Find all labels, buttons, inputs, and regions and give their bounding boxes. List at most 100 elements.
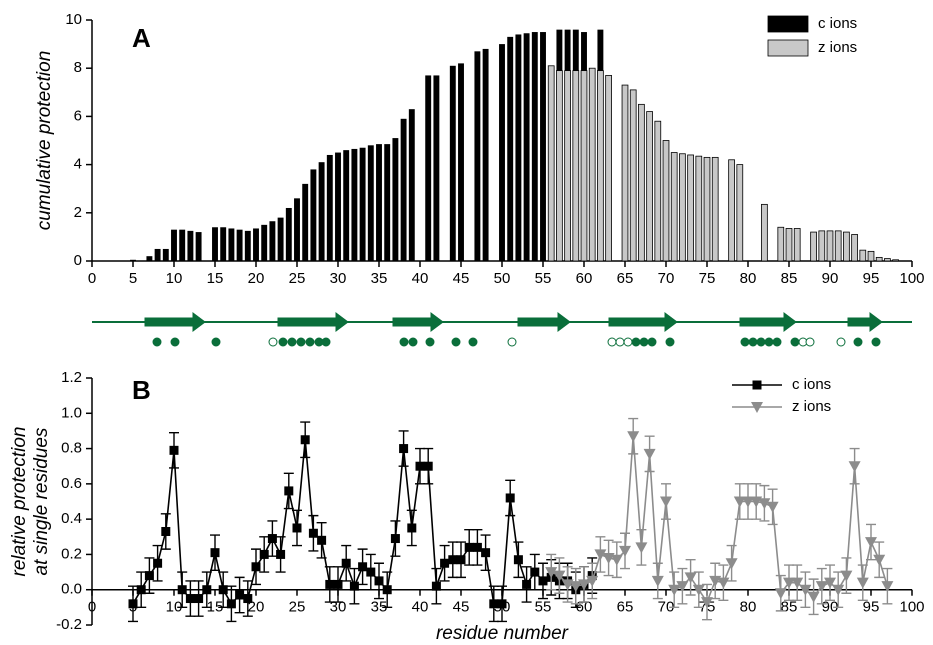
series [545,417,894,621]
bar [621,84,629,262]
bar [277,217,284,261]
point [366,567,376,577]
bar [212,227,218,261]
bar [588,67,596,262]
y-tick-label: 0.6 [61,475,82,492]
point [489,599,499,609]
bar [605,75,612,262]
point [848,461,861,473]
point [390,534,400,544]
x-tick-label: 60 [576,599,593,616]
point [226,599,236,609]
point [553,570,566,582]
bar [162,248,169,261]
x-tick-label: 50 [494,270,511,287]
point [128,599,138,609]
bar [343,150,350,261]
bar [253,228,259,261]
bar [384,144,391,261]
x-tick-label: 95 [863,270,880,287]
point [791,577,804,589]
y-axis-label: at single residues [31,427,52,575]
point [374,576,384,586]
point [185,594,195,604]
bar [220,227,227,261]
point [194,594,204,604]
point [799,584,812,596]
bar [195,232,202,261]
point [481,548,491,558]
bar [736,164,744,262]
bar [556,70,563,262]
point [202,585,212,595]
bar [408,109,415,261]
y-tick-label: 8 [74,59,82,76]
y-tick-label: 10 [65,11,82,28]
x-tick-label: 90 [822,270,839,287]
bar [433,75,440,262]
bar [654,120,662,262]
point [840,570,853,582]
bar [629,89,637,262]
y-tick-label: 6 [74,107,82,124]
x-tick-label: 100 [899,270,924,287]
bar [458,63,464,261]
point [136,585,146,595]
bar [638,103,645,262]
x-tick-label: 40 [412,270,429,287]
bar [359,147,366,261]
bar [679,153,686,262]
panel-label: A [132,23,151,53]
point [742,496,754,508]
bar [376,144,382,261]
bar [662,140,670,262]
bar [228,228,235,261]
bar [523,33,530,261]
bar [761,203,768,262]
point [865,537,877,549]
point [300,435,310,445]
point [218,585,228,595]
point [610,554,623,566]
bar [351,148,358,261]
x-tick-label: 35 [371,599,388,616]
bar [261,224,268,261]
bar [564,70,571,262]
y-axis-label: cumulative protection [34,51,55,231]
y-tick-label: -0.2 [56,616,82,633]
point [431,581,441,591]
y-tick-label: 1.2 [61,369,82,386]
point [807,591,820,603]
y-tick-label: 0 [74,252,82,269]
bar [425,75,432,262]
legend-label: z ions [818,39,857,56]
bar [531,32,538,261]
bar [499,44,505,261]
point [415,461,425,471]
legend-marker [752,380,762,390]
point [513,555,523,565]
point [292,523,302,533]
bar [777,226,785,262]
legend-label: z ions [792,398,831,415]
x-tick-label: 0 [88,270,96,287]
point [497,599,507,609]
x-tick-label: 100 [899,599,924,616]
bar [843,231,850,262]
x-tick-label: 70 [658,270,675,287]
x-tick-label: 60 [576,270,593,287]
point [774,588,787,600]
point [144,571,154,581]
bar [572,70,580,262]
bar [507,36,514,262]
x-tick-label: 90 [822,599,839,616]
bar [867,250,875,262]
x-tick-label: 80 [740,599,757,616]
legend-swatch [767,39,809,57]
bar [810,231,817,262]
y-tick-label: 2 [74,204,82,221]
point [684,572,697,584]
bar [269,221,276,261]
point [382,585,392,595]
